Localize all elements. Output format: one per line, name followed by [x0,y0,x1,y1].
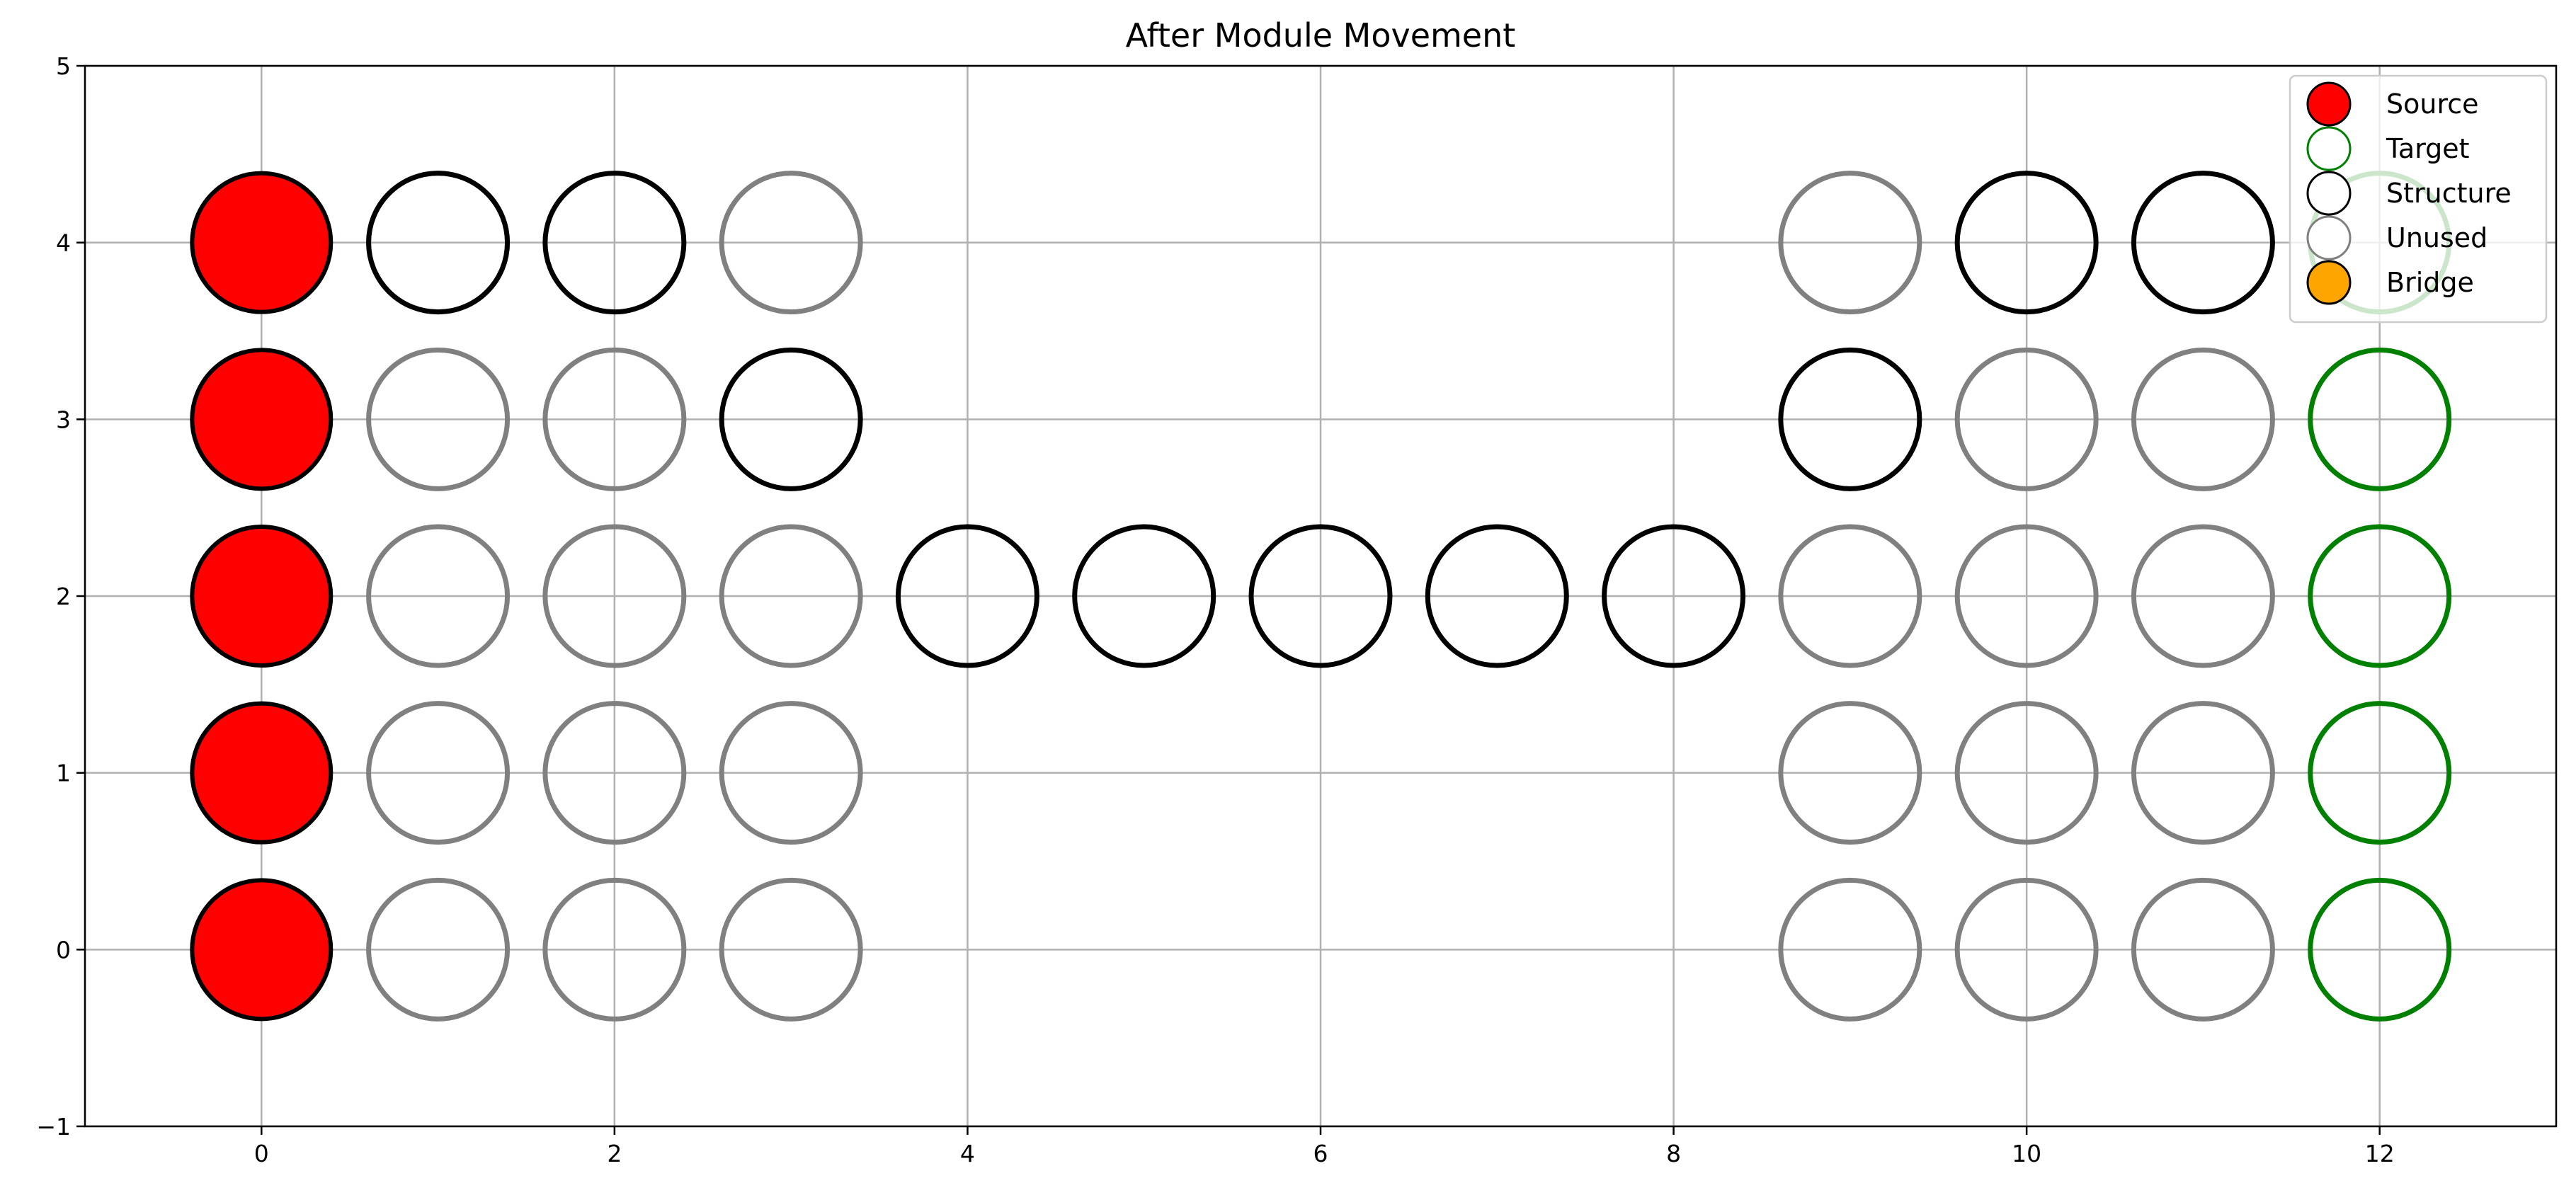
legend-marker-bridge [2306,260,2352,305]
marker-target [2308,347,2452,491]
y-tick-label: 2 [56,583,71,610]
chart-title: After Module Movement [1126,16,1516,55]
marker-structure [1072,524,1216,668]
marker-source [190,171,334,314]
grid [85,64,2556,1128]
legend-label: Target [2386,133,2470,164]
legend-marker-unused [2306,215,2352,261]
y-tick-label: 1 [56,760,71,787]
y-tick-label: 0 [56,936,71,964]
legend-marker-structure [2306,171,2352,216]
y-tick-label: 5 [56,52,71,80]
marker-unused [719,171,863,315]
marker-unused [1954,877,2099,1022]
marker-unused [1778,524,1922,668]
marker-unused [719,877,863,1022]
marker-unused [719,524,863,668]
marker-target [2308,524,2452,668]
marker-unused [366,701,511,845]
marker-unused [1954,524,2099,668]
marker-source [190,525,334,668]
legend-label: Bridge [2386,267,2474,298]
y-tick-label: 3 [56,406,71,433]
marker-unused [2131,701,2275,845]
marker-structure [1425,524,1569,668]
legend: Source Target Structure Unused Bridge [2289,74,2548,324]
x-tick-label: 0 [254,1140,269,1167]
marker-structure [1778,347,1922,491]
y-tick-label: −1 [36,1113,71,1140]
legend-label: Unused [2386,222,2487,253]
marker-unused [1954,701,2099,845]
marker-unused [1778,701,1922,845]
marker-structure [2131,171,2275,315]
marker-unused [719,701,863,845]
x-tick-label: 8 [1666,1140,1681,1167]
marker-unused [2131,524,2275,668]
marker-unused [2131,877,2275,1022]
marker-structure [542,171,687,315]
marker-source [190,878,334,1022]
marker-structure [1954,171,2099,315]
marker-unused [542,347,687,491]
marker-target [2308,701,2452,845]
marker-unused [2131,347,2275,491]
x-tick-label: 2 [607,1140,622,1167]
legend-box [2289,74,2548,324]
marker-structure [1248,524,1393,668]
marker-unused [542,877,687,1022]
x-tick-label: 6 [1313,1140,1328,1167]
x-tick-label: 12 [2365,1140,2395,1167]
marker-unused [1778,877,1922,1022]
x-tick-label: 4 [960,1140,975,1167]
marker-target [2308,877,2452,1022]
marker-unused [366,347,511,491]
legend-label: Structure [2386,178,2512,209]
marker-structure [366,171,511,315]
legend-marker-target [2306,126,2352,171]
marker-unused [542,524,687,668]
y-tick-label: 4 [56,229,71,257]
legend-marker-source [2306,81,2352,127]
legend-label: Source [2386,88,2479,120]
marker-unused [1778,171,1922,315]
plot-frame [84,64,2558,1128]
marker-source [190,348,334,491]
x-tick-label: 10 [2012,1140,2041,1167]
markers [190,171,2452,1022]
marker-unused [1954,347,2099,491]
marker-structure [719,347,863,491]
marker-structure [895,524,1039,668]
marker-unused [366,524,511,668]
marker-structure [1602,524,1746,668]
marker-unused [366,877,511,1022]
marker-source [190,701,334,845]
marker-unused [542,701,687,845]
